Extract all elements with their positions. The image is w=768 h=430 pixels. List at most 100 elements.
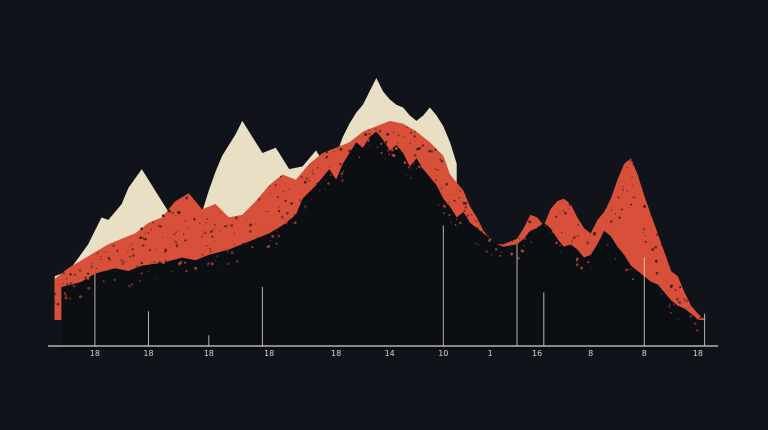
speckle-dot <box>128 284 131 288</box>
speckle-dot <box>218 230 221 232</box>
speckle-dot <box>475 220 478 223</box>
speckle-dot <box>152 221 155 224</box>
speckle-dot <box>655 271 659 275</box>
speckle-dot <box>696 328 699 332</box>
speckle-dot <box>121 262 125 266</box>
speckle-dot <box>485 234 489 237</box>
speckle-dot <box>230 224 234 227</box>
base-texture <box>63 139 699 332</box>
speckle-dot <box>390 148 394 152</box>
speckle-dot <box>292 222 294 224</box>
speckle-dot <box>284 199 287 203</box>
speckle-dot <box>381 148 383 150</box>
speckle-dot <box>173 233 175 236</box>
speckle-dot <box>339 163 342 166</box>
speckle-dot <box>568 203 572 206</box>
speckle-dot <box>207 262 210 265</box>
speckle-dot <box>233 232 235 235</box>
speckle-dot <box>294 221 297 224</box>
speckle-dot <box>215 227 217 229</box>
speckle-dot <box>445 182 448 186</box>
speckle-dot <box>528 220 531 224</box>
speckle-dot <box>324 188 326 190</box>
speckle-dot <box>378 129 382 133</box>
speckle-dot <box>631 278 634 281</box>
speckle-dot <box>325 150 328 154</box>
speckle-dot <box>490 254 493 256</box>
speckle-dot <box>53 292 57 296</box>
speckle-dot <box>78 268 82 272</box>
speckle-dot <box>416 147 420 151</box>
speckle-dot <box>409 177 412 180</box>
speckle-dot <box>575 234 577 236</box>
speckle-dot <box>467 214 470 217</box>
speckle-dot <box>386 132 390 136</box>
speckle-dot <box>164 250 167 253</box>
speckle-dot <box>406 126 408 128</box>
speckle-dot <box>271 234 275 238</box>
speckle-dot <box>161 236 164 239</box>
speckle-dot <box>140 227 143 231</box>
speckle-dot <box>162 261 165 265</box>
speckle-dot <box>612 229 615 231</box>
speckle-dot <box>413 154 417 157</box>
speckle-dot <box>185 196 189 200</box>
speckle-dot <box>340 172 344 175</box>
speckle-dot <box>517 256 520 260</box>
speckle-dot <box>288 188 290 190</box>
speckle-dot <box>555 215 558 218</box>
speckle-dot <box>380 151 383 155</box>
speckle-dot <box>562 210 565 212</box>
speckle-dot <box>617 196 620 199</box>
speckle-dot <box>139 280 141 282</box>
speckle-dot <box>107 256 111 260</box>
speckle-dot <box>453 199 456 202</box>
speckle-dot <box>102 280 105 283</box>
speckle-dot <box>201 253 204 256</box>
speckle-dot <box>213 223 216 226</box>
speckle-dot <box>668 305 671 308</box>
speckle-dot <box>144 237 148 241</box>
speckle-dot <box>123 260 126 263</box>
speckle-dot <box>384 158 387 160</box>
speckle-dot <box>67 297 70 299</box>
speckle-dot <box>164 248 168 252</box>
speckle-dot <box>324 179 326 182</box>
speckle-dot <box>626 190 628 192</box>
speckle-dot <box>200 235 204 238</box>
speckle-dot <box>614 213 616 215</box>
speckle-dot <box>577 235 579 238</box>
speckle-dot <box>62 272 65 275</box>
speckle-dot <box>629 159 632 163</box>
speckle-dot <box>626 166 628 169</box>
speckle-dot <box>148 249 152 252</box>
speckle-dot <box>430 149 433 152</box>
speckle-dot <box>609 220 613 223</box>
speckle-dot <box>622 186 624 188</box>
speckle-dot <box>141 244 145 247</box>
speckle-dot <box>55 323 59 326</box>
speckle-dot <box>224 224 228 228</box>
speckle-dot <box>183 220 186 222</box>
speckle-dot <box>656 233 658 236</box>
speckle-dot <box>203 231 207 235</box>
speckle-dot <box>175 215 177 217</box>
speckle-dot <box>443 212 446 215</box>
speckle-dot <box>131 254 135 258</box>
speckle-dot <box>409 143 411 145</box>
speckle-dot <box>669 285 673 289</box>
speckle-dot <box>156 277 158 279</box>
speckle-dot <box>167 209 171 213</box>
speckle-dot <box>677 301 679 303</box>
speckle-dot <box>397 142 399 144</box>
speckle-dot <box>618 216 621 219</box>
speckle-dot <box>462 201 466 205</box>
speckle-dot <box>644 235 647 237</box>
speckle-dot <box>128 245 131 247</box>
speckle-dot <box>592 232 597 236</box>
speckle-dot <box>632 196 635 199</box>
speckle-dot <box>519 237 521 240</box>
speckle-dot <box>392 131 395 134</box>
speckle-dot <box>677 318 679 321</box>
speckle-dot <box>144 232 146 234</box>
